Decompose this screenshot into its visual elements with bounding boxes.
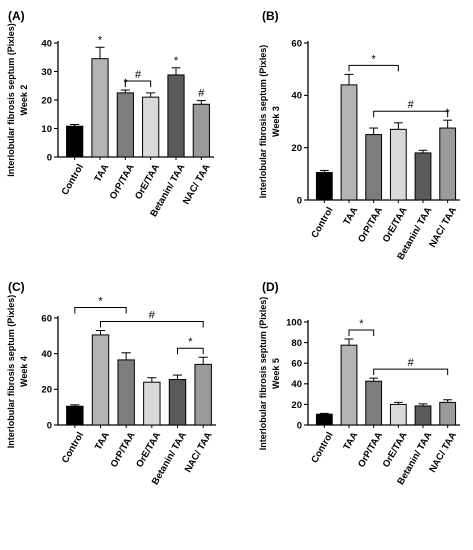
x-tick-label: OrP/TAA xyxy=(109,430,138,469)
x-tick-label: OrE/TAA xyxy=(134,430,163,469)
significance-bracket xyxy=(373,110,449,118)
y-tick-label: 40 xyxy=(291,91,302,102)
bar-orp-taa xyxy=(365,134,383,201)
chart-panel-3: (C)Interlobular fibrosis septum (Pixles)… xyxy=(6,280,216,487)
y-axis-label: Week 5 xyxy=(271,358,281,389)
bar-orp-taa xyxy=(365,380,383,426)
bracket-symbol: # xyxy=(408,357,415,369)
y-tick-label: 0 xyxy=(297,195,302,206)
y-tick-label: 0 xyxy=(47,420,52,431)
panel-letter: (D) xyxy=(262,280,279,294)
bracket-symbol: * xyxy=(98,295,103,307)
panel-letter: (C) xyxy=(8,280,25,294)
significance-marker: # xyxy=(198,88,205,100)
y-tick-label: 20 xyxy=(291,400,302,411)
significance-marker: * xyxy=(98,34,103,46)
y-axis-label: Week 3 xyxy=(271,106,281,137)
bracket-symbol: * xyxy=(359,318,364,330)
bracket-symbol: # xyxy=(135,69,142,81)
bar-control xyxy=(66,125,84,158)
bar-nac-taa xyxy=(192,103,210,158)
x-tick-label: TAA xyxy=(93,430,112,452)
significance-bracket xyxy=(124,80,152,88)
y-tick-label: 10 xyxy=(41,124,52,135)
x-tick-label: Control xyxy=(309,205,335,240)
y-axis-label: Week 4 xyxy=(19,356,29,387)
y-tick-label: 100 xyxy=(286,317,302,328)
bar-nac-taa xyxy=(439,127,457,201)
bar-taa xyxy=(340,84,358,201)
significance-marker: * xyxy=(174,55,179,67)
panel-letter: (A) xyxy=(8,9,25,23)
y-axis-label: Interlobular fibrosis septum (Pixles) xyxy=(258,297,268,451)
bar-taa xyxy=(91,334,110,426)
bar-orp-taa xyxy=(116,92,134,158)
bar-betanin-taa xyxy=(414,405,432,426)
bar-orp-taa xyxy=(117,359,135,426)
significance-bracket xyxy=(177,347,204,355)
x-tick-label: TAA xyxy=(341,430,360,452)
y-tick-label: 0 xyxy=(47,152,52,163)
significance-bracket xyxy=(74,306,127,314)
y-axis-label: Interlobular fibrosis septum (Pixles) xyxy=(6,23,16,177)
bar-ore-taa xyxy=(389,403,407,426)
bar-betanin-taa xyxy=(168,379,187,426)
significance-bracket xyxy=(100,320,204,328)
bracket-symbol: # xyxy=(149,309,156,321)
y-axis-label: Interlobular fibrosis septum (Pixles) xyxy=(6,295,16,449)
y-tick-label: 40 xyxy=(41,38,52,49)
y-axis-label: Interlobular fibrosis septum (Pixles) xyxy=(258,45,268,199)
bar-control xyxy=(315,413,333,426)
significance-bracket xyxy=(348,329,375,336)
bracket-symbol: * xyxy=(188,336,193,348)
bar-ore-taa xyxy=(143,381,161,426)
bar-taa xyxy=(91,58,109,158)
bar-ore-taa xyxy=(142,96,160,158)
y-tick-label: 60 xyxy=(291,38,302,49)
bar-control xyxy=(315,172,333,201)
x-tick-label: Control xyxy=(309,430,335,465)
x-tick-label: TAA xyxy=(92,162,111,184)
bar-nac-taa xyxy=(194,363,212,426)
y-tick-label: 20 xyxy=(291,143,302,154)
bar-betanin-taa xyxy=(414,152,432,201)
chart-panel-4: (D) Interlobular fibrosis septum (Pixles)… xyxy=(258,280,460,487)
y-tick-label: 80 xyxy=(291,338,302,349)
y-tick-label: 60 xyxy=(291,359,302,370)
bar-nac-taa xyxy=(439,401,457,426)
y-tick-label: 20 xyxy=(41,95,52,106)
chart-panel-2: (B) Interlobular fibrosis septum (Pixles)… xyxy=(258,9,460,262)
bracket-symbol: * xyxy=(372,53,377,65)
significance-bracket xyxy=(348,64,399,72)
y-tick-label: 20 xyxy=(41,385,52,396)
panel-letter: (B) xyxy=(262,9,279,23)
y-axis-label: Week 2 xyxy=(19,85,29,116)
y-tick-label: 60 xyxy=(41,313,52,324)
bar-taa xyxy=(340,344,358,426)
bar-ore-taa xyxy=(389,128,407,201)
y-tick-label: 40 xyxy=(291,379,302,390)
x-tick-label: Control xyxy=(60,162,86,197)
bar-control xyxy=(66,405,84,426)
y-tick-label: 40 xyxy=(41,349,52,360)
bar-betanin-taa xyxy=(167,74,185,158)
y-tick-label: 30 xyxy=(41,67,52,78)
chart-panel-1: (A)Interlobular fibrosis septum (Pixles)… xyxy=(6,9,214,219)
significance-bracket xyxy=(373,368,449,376)
bracket-symbol: # xyxy=(408,99,415,111)
x-tick-label: Control xyxy=(60,430,86,465)
y-tick-label: 0 xyxy=(297,420,302,431)
x-tick-label: TAA xyxy=(341,205,360,227)
